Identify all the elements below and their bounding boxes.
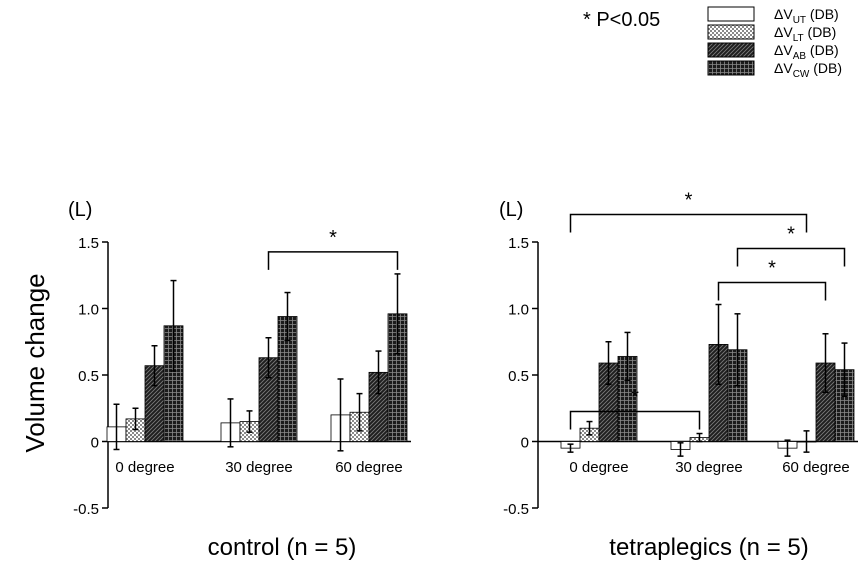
panel-tetraplegics: tetraplegics (n = 5) (L) -0.5 0 0.5 1.0 1.5 0…: [499, 190, 858, 561]
category-label: 60 degree: [335, 459, 403, 476]
y-tick-label: 0: [521, 435, 529, 452]
legend-label-ut: ΔVUT (DB): [774, 6, 839, 26]
legend-swatch-ab: [707, 42, 755, 58]
panel-title-tetraplegics: tetraplegics (n = 5): [609, 534, 808, 561]
y-tick-label: 1.0: [78, 302, 99, 319]
category-label: 30 degree: [675, 459, 743, 476]
legend: ΔVUT (DB)ΔVLT (DB)ΔVAB (DB)ΔVCW (DB): [707, 6, 842, 80]
legend-swatch-ut: [707, 6, 755, 22]
y-tick-label: 0.5: [508, 368, 529, 385]
significance-marker: *: [329, 227, 337, 249]
category-label: 0 degree: [569, 459, 628, 476]
significance-bracket: [267, 251, 399, 270]
panel-control: control (n = 5) (L) -0.5 0 0.5 1.0 1.5 0 degr…: [68, 199, 411, 561]
significance-marker: *: [787, 224, 795, 246]
significance-marker: *: [768, 258, 776, 280]
category-label: 0 degree: [115, 459, 174, 476]
y-tick-label: 0.5: [78, 368, 99, 385]
significance-bracket: [736, 247, 846, 267]
legend-label-cw: ΔVCW (DB): [774, 60, 842, 80]
y-axis-label: Volume change: [20, 273, 50, 452]
significance-bracket: [569, 213, 808, 233]
y-tick-label: 0: [91, 435, 99, 452]
legend-swatch-lt: [707, 24, 755, 40]
unit-label-control: (L): [68, 199, 92, 221]
y-tick-label: -0.5: [73, 501, 99, 518]
unit-label-tetraplegics: (L): [499, 199, 523, 221]
legend-label-ab: ΔVAB (DB): [774, 42, 839, 62]
y-tick-label: -0.5: [503, 501, 529, 518]
y-tick-label: 1.0: [508, 302, 529, 319]
y-tick-label: 1.5: [508, 235, 529, 252]
significance-marker: *: [631, 387, 639, 409]
significance-bracket: [717, 281, 827, 301]
y-tick-label: 1.5: [78, 235, 99, 252]
legend-swatch-cw: [707, 60, 755, 76]
legend-label-lt: ΔVLT (DB): [774, 24, 836, 44]
significance-marker: *: [685, 190, 693, 212]
category-label: 30 degree: [225, 459, 293, 476]
significance-legend: * P<0.05: [583, 9, 660, 31]
panel-title-control: control (n = 5): [208, 534, 357, 561]
category-label: 60 degree: [782, 459, 850, 476]
significance-bracket: [569, 410, 701, 430]
